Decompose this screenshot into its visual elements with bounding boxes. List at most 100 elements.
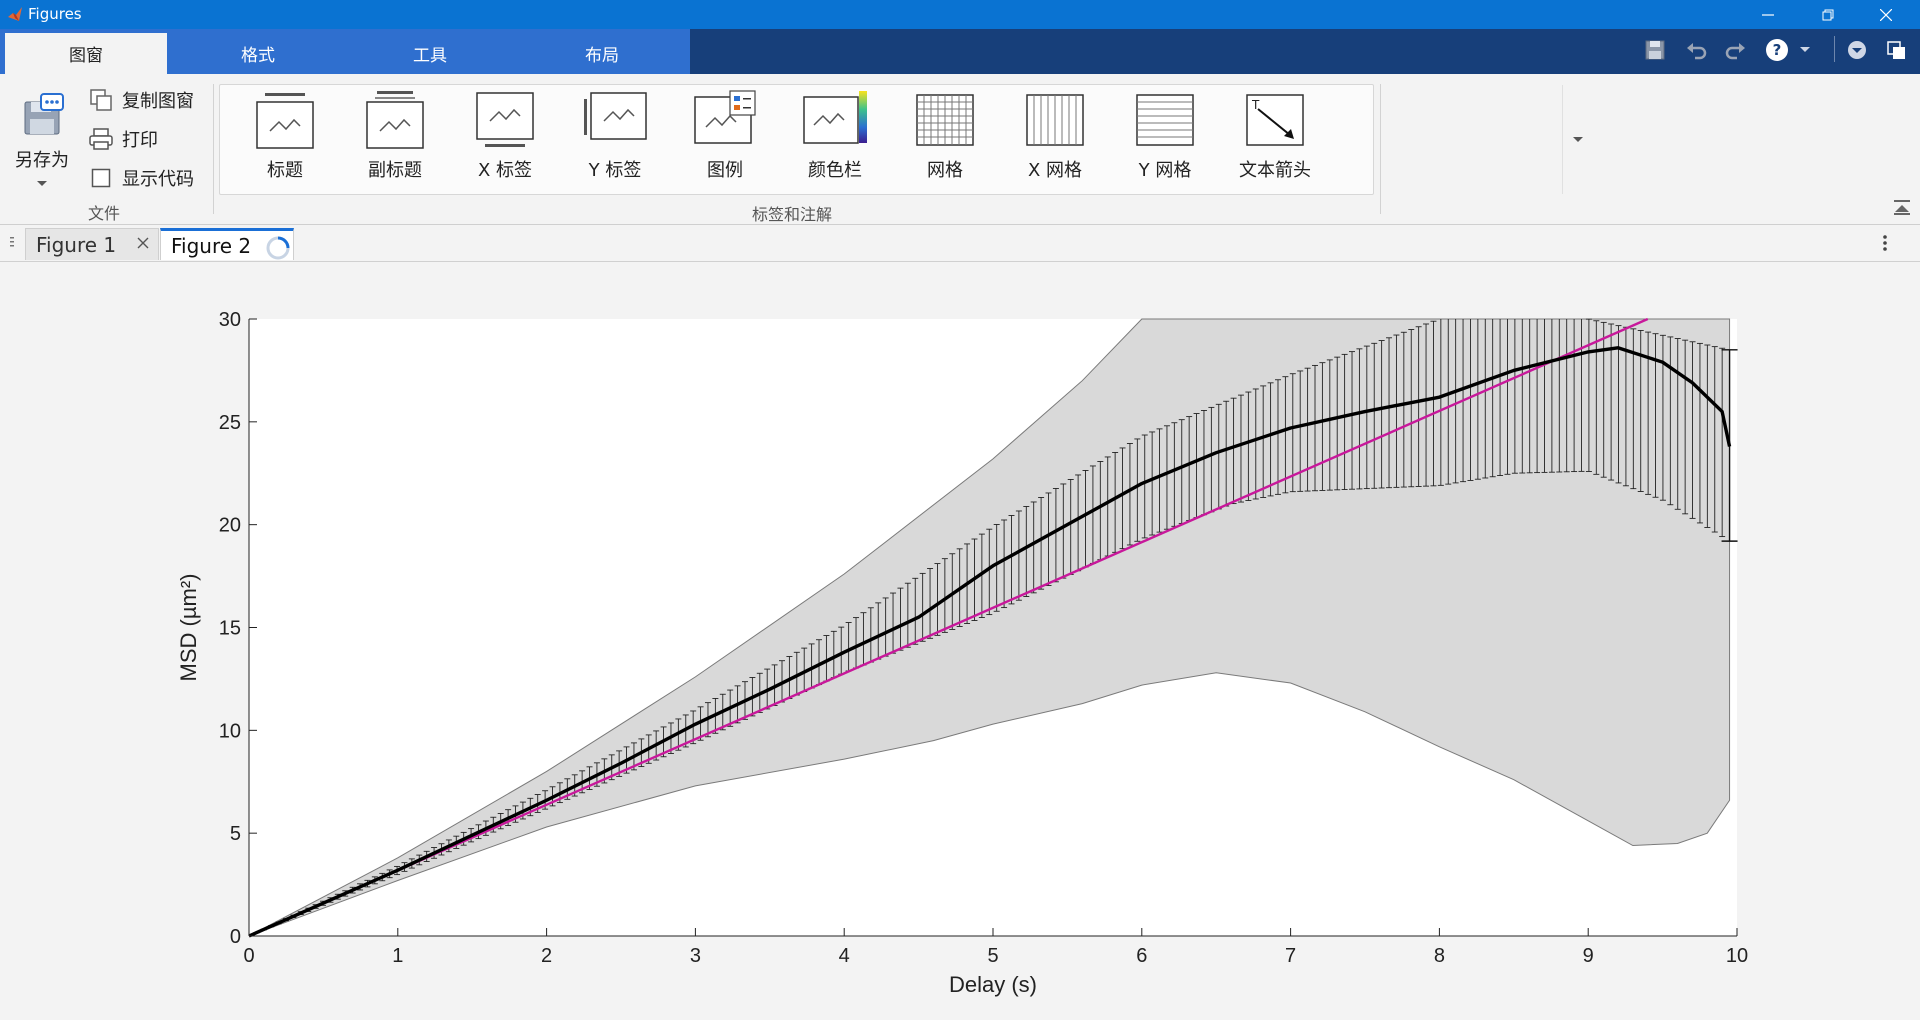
drag-handle-icon[interactable] xyxy=(8,235,16,251)
figure-2-tab[interactable]: Figure 2 xyxy=(160,228,294,260)
file-section-label: 文件 xyxy=(88,204,121,223)
text-arrow-button[interactable]: T 文本箭头 xyxy=(1220,89,1330,189)
title-icon xyxy=(256,93,314,149)
chevron-down-icon xyxy=(37,181,47,186)
loading-spinner-icon xyxy=(266,236,290,260)
undo-icon xyxy=(1687,43,1707,60)
save-as-label: 另存为 xyxy=(15,150,69,171)
show-code-checkbox[interactable]: 显示代码 xyxy=(88,163,194,193)
y-tick-label: 10 xyxy=(219,720,241,742)
y-label-icon xyxy=(584,92,647,140)
colorbar-icon xyxy=(803,91,867,144)
axes: 0 1 2 3 4 5 6 7 8 9 10 0 5 10 15 20 25 30 xyxy=(219,309,1748,967)
restore-button[interactable] xyxy=(1806,0,1850,29)
x-grid-button[interactable]: X 网格 xyxy=(1000,89,1110,189)
redo-icon xyxy=(1725,43,1745,60)
title-button[interactable]: 标题 xyxy=(230,89,340,189)
tab-format[interactable]: 格式 xyxy=(177,33,339,74)
y-tick-label: 5 xyxy=(230,823,241,845)
tab-layout[interactable]: 布局 xyxy=(521,33,683,74)
checkbox-icon[interactable] xyxy=(88,165,114,191)
toolbar-toggle-button[interactable] xyxy=(1844,36,1870,64)
gallery-item-label: Y 标签 xyxy=(588,160,642,181)
figure-tab-bar: Figure 1 Figure 2 xyxy=(0,225,1920,262)
minimize-button[interactable] xyxy=(1746,0,1790,29)
chevron-down-icon xyxy=(1573,136,1583,142)
y-tick-label: 20 xyxy=(219,515,241,537)
save-as-button[interactable]: 另存为 xyxy=(6,92,78,212)
y-tick-label: 0 xyxy=(230,926,241,948)
x-grid-icon xyxy=(1026,94,1084,146)
y-tick-label: 30 xyxy=(219,309,241,331)
x-label-icon xyxy=(476,92,534,147)
restore-icon xyxy=(1822,9,1834,20)
x-tick-label: 1 xyxy=(392,945,403,967)
figure-tab-label: Figure 1 xyxy=(36,232,117,257)
tab-figure[interactable]: 图窗 xyxy=(5,33,167,74)
annotation-section-label: 标签和注解 xyxy=(752,205,833,224)
print-button[interactable]: 打印 xyxy=(88,124,158,154)
x-tick-label: 4 xyxy=(839,945,850,967)
x-tick-label: 2 xyxy=(541,945,552,967)
y-grid-button[interactable]: Y 网格 xyxy=(1110,89,1220,189)
help-dropdown-button[interactable] xyxy=(1796,36,1814,64)
x-tick-label: 7 xyxy=(1285,945,1296,967)
print-label: 打印 xyxy=(122,130,158,151)
gallery-item-label: X 标签 xyxy=(477,160,533,181)
error-bars xyxy=(253,318,1738,934)
dropdown-circle-icon xyxy=(1848,41,1866,59)
close-button[interactable] xyxy=(1864,0,1908,29)
tab-label: 格式 xyxy=(241,46,275,66)
gallery-expand-button[interactable] xyxy=(1562,85,1593,194)
save-icon xyxy=(1645,40,1665,60)
y-tick-label: 25 xyxy=(219,412,241,434)
subtitle-icon xyxy=(366,91,424,149)
close-icon[interactable] xyxy=(136,236,150,250)
x-tick-label: 3 xyxy=(690,945,701,967)
y-label-button[interactable]: Y 标签 xyxy=(560,89,670,189)
show-code-label: 显示代码 xyxy=(122,169,194,190)
window-title: Figures xyxy=(28,5,82,23)
text-arrow-icon: T xyxy=(1246,94,1304,146)
series-lines xyxy=(248,317,1732,938)
grid-button[interactable]: 网格 xyxy=(890,89,1000,189)
tab-tools[interactable]: 工具 xyxy=(349,33,511,74)
collapse-ribbon-button[interactable] xyxy=(1892,198,1912,218)
subtitle-button[interactable]: 副标题 xyxy=(340,89,450,189)
gallery-item-label: 标题 xyxy=(267,160,303,181)
figure-canvas[interactable]: 0 1 2 3 4 5 6 7 8 9 10 0 5 10 15 20 25 30 Delay (s) MSD (… xyxy=(0,262,1920,1020)
y-axis-title: MSD (µm²) xyxy=(176,574,201,682)
gallery-item-label: 文本箭头 xyxy=(1239,160,1311,181)
copy-figure-button[interactable]: 复制图窗 xyxy=(88,85,194,115)
close-icon xyxy=(1880,8,1892,21)
gallery-item-label: Y 网格 xyxy=(1138,160,1192,181)
x-tick-label: 6 xyxy=(1136,945,1147,967)
more-options-icon[interactable] xyxy=(1878,233,1892,253)
title-bar: Figures xyxy=(0,0,1920,29)
legend-button[interactable]: 图例 xyxy=(670,89,780,189)
x-tick-label: 5 xyxy=(987,945,998,967)
x-axis-title: Delay (s) xyxy=(949,972,1037,997)
matlab-logo-icon xyxy=(8,7,22,21)
y-tick-label: 15 xyxy=(219,618,241,640)
chevron-down-icon xyxy=(1800,47,1810,52)
gallery-item-label: 网格 xyxy=(927,160,963,181)
colorbar-button[interactable]: 颜色栏 xyxy=(780,89,890,189)
svg-text:T: T xyxy=(1251,98,1260,112)
minimize-icon xyxy=(1762,13,1774,16)
copy-figure-label: 复制图窗 xyxy=(122,91,194,112)
redo-button[interactable] xyxy=(1720,36,1750,64)
figure-tab-label: Figure 2 xyxy=(171,233,252,258)
printer-icon xyxy=(88,126,114,152)
msd-plot[interactable]: 0 1 2 3 4 5 6 7 8 9 10 0 5 10 15 20 25 30 Delay (s) MSD (… xyxy=(0,262,1920,1020)
undock-button[interactable] xyxy=(1882,36,1910,64)
annotation-gallery: 标题 副标题 X 标签 Y 标签 图例 颜色栏 网格 xyxy=(219,84,1583,195)
undo-button[interactable] xyxy=(1682,36,1712,64)
save-quick-button[interactable] xyxy=(1640,36,1670,64)
help-button[interactable]: ? xyxy=(1762,36,1792,64)
figure-1-tab[interactable]: Figure 1 xyxy=(25,228,159,260)
x-label-button[interactable]: X 标签 xyxy=(450,89,560,189)
x-tick-label: 9 xyxy=(1583,945,1594,967)
ribbon-tab-strip: 图窗 格式 工具 布局 xyxy=(0,29,1920,74)
gallery-item-label: 副标题 xyxy=(368,160,422,181)
